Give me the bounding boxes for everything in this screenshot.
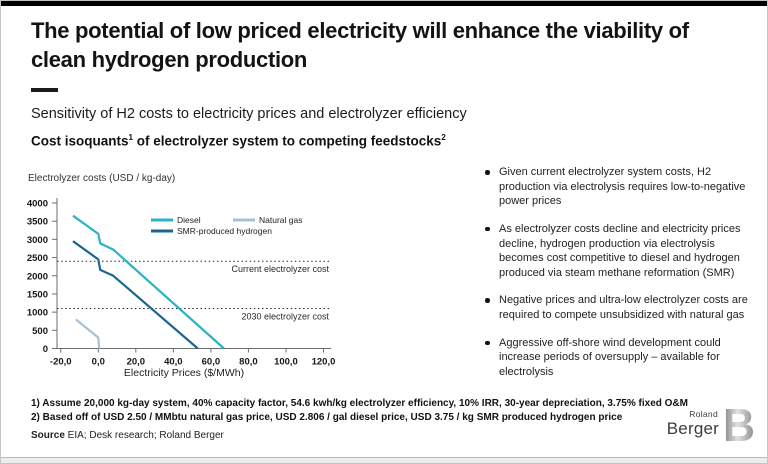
bullet-text: Given current electrolyzer system costs,…	[499, 166, 746, 208]
logo-b-glyph: B	[725, 400, 755, 446]
logo-berger-text: Berger	[666, 419, 719, 438]
chart-heading-text: Cost isoquants	[31, 133, 129, 149]
chart-series-natural-gas	[75, 318, 101, 349]
roland-berger-logo: Roland Berger B	[667, 400, 755, 446]
reference-line-label: Current electrolyzer cost	[231, 264, 329, 274]
bullet-item: Aggressive off-shore wind development co…	[484, 336, 762, 380]
y-tick-label: 3000	[27, 235, 48, 246]
y-tick-label: 2000	[27, 271, 48, 282]
bottom-strip	[1, 457, 767, 463]
x-tick-label: 60,0	[202, 357, 221, 368]
slide-title: The potential of low priced electricity …	[31, 18, 689, 72]
logo-wordmark: Roland Berger	[667, 409, 719, 437]
bullet-dot	[485, 226, 490, 232]
x-tick-label: 100,0	[274, 357, 298, 368]
bullet-dot	[485, 170, 490, 175]
legend-label: Diesel	[177, 215, 201, 225]
legend-label: SMR-produced hydrogen	[177, 226, 272, 236]
x-tick-label: 120,0	[312, 357, 336, 368]
reference-line-label: 2030 electrolyzer cost	[241, 311, 329, 321]
x-tick-label: -20,0	[50, 357, 72, 368]
y-tick-label: 1000	[27, 308, 48, 319]
legend-label: Natural gas	[259, 215, 302, 225]
y-tick-label: 500	[32, 326, 48, 337]
slide-subtitle: Sensitivity of H2 costs to electricity p…	[31, 106, 467, 122]
isoquant-chart: 0 500 1000 1500 2000 2500 3000 3500 4000 -20,0 0,0…	[21, 193, 353, 375]
y-tick-label: 1500	[27, 289, 48, 300]
chart-series-smr-produced-hydrogen	[72, 240, 199, 350]
source-label: Source	[31, 430, 65, 441]
chart-heading: Cost isoquants1 of electrolyzer system t…	[31, 133, 591, 149]
chart-series-diesel	[72, 214, 225, 350]
y-axis-title: Electrolyzer costs (USD / kg-day)	[28, 173, 176, 184]
bullet-dot	[485, 298, 490, 303]
bullet-item: As electrolyzer costs decline and electr…	[484, 222, 762, 281]
y-tick-label: 2500	[27, 253, 48, 264]
x-tick-label: 80,0	[239, 357, 258, 368]
title-dash	[31, 88, 58, 92]
chart-canvas: 0 500 1000 1500 2000 2500 3000 3500 4000 -20,0 0,0…	[27, 198, 336, 368]
logo-roland-text: Roland	[689, 409, 718, 419]
bullet-item: Given current electrolyzer system costs,…	[484, 165, 762, 209]
source-text: EIA; Desk research; Roland Berger	[64, 430, 224, 441]
footnote-ref-2: 2	[441, 133, 446, 142]
footnotes: 1) Assume 20,000 kg-day system, 40% capa…	[31, 397, 731, 425]
key-takeaways-list: Given current electrolyzer system costs,…	[484, 165, 762, 393]
logo-b-mark-icon: B	[725, 400, 755, 446]
bullet-item: Negative prices and ultra-low electrolyz…	[484, 293, 762, 322]
y-tick-label: 0	[43, 344, 48, 355]
x-axis-title: Electricity Prices ($/MWh)	[123, 367, 245, 379]
source-line: Source EIA; Desk research; Roland Berger	[31, 430, 224, 441]
bullet-dot	[485, 340, 490, 346]
footnote-1: 1) Assume 20,000 kg-day system, 40% capa…	[31, 398, 688, 409]
bullet-text: As electrolyzer costs decline and electr…	[499, 222, 741, 279]
x-tick-label: 0,0	[92, 357, 105, 368]
y-tick-label: 3500	[27, 217, 48, 228]
x-tick-label: 20,0	[127, 357, 146, 368]
bullet-text: Aggressive off-shore wind development co…	[499, 336, 721, 378]
top-accent-bar	[1, 1, 767, 6]
bullet-text: Negative prices and ultra-low electrolyz…	[499, 294, 748, 321]
footnote-ref-1: 1	[128, 133, 133, 142]
footnote-2: 2) Based off of USD 2.50 / MMbtu natural…	[31, 412, 623, 423]
y-tick-label: 4000	[27, 199, 48, 210]
x-tick-label: 40,0	[164, 357, 183, 368]
chart-heading-text-2: of electrolyzer system to competing feed…	[132, 133, 442, 149]
